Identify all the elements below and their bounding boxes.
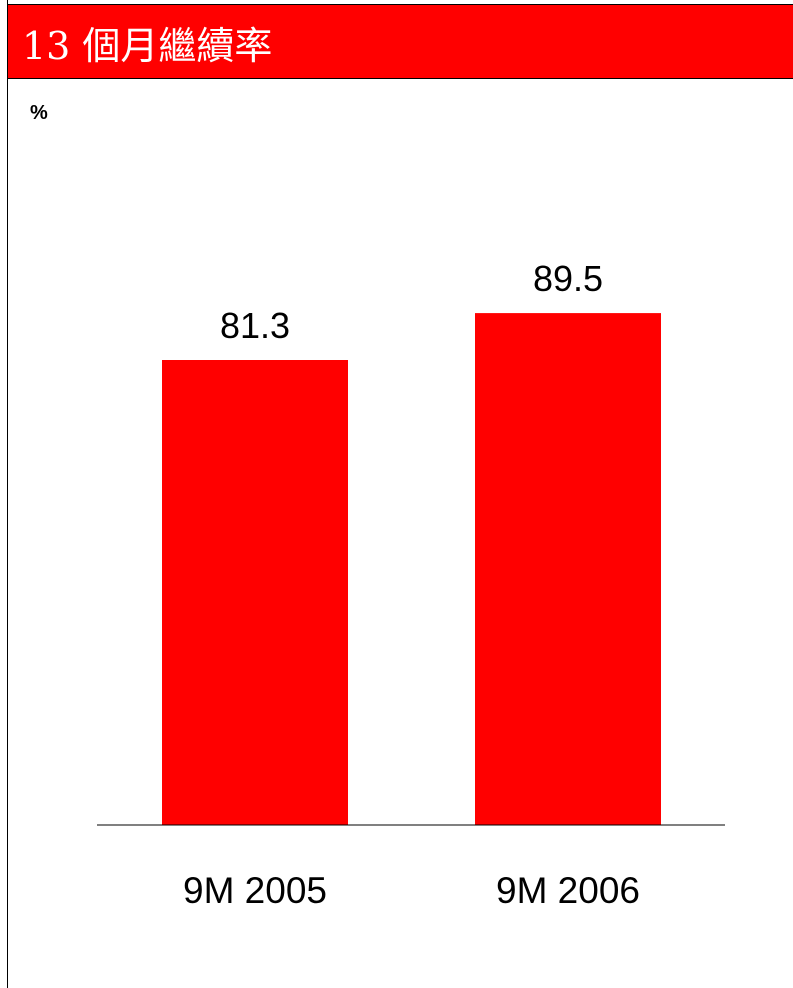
page-title: 13 個月繼續率 <box>22 24 273 68</box>
data-label-1: 89.5 <box>533 258 603 299</box>
category-label-0: 9M 2005 <box>183 870 327 911</box>
labels-layer: 81.3 9M 2005 89.5 9M 2006 <box>183 258 640 911</box>
bar-1 <box>475 313 661 825</box>
bars-layer <box>162 313 661 825</box>
title-bar: 13 個月繼續率 <box>8 4 793 79</box>
slide-left-border <box>7 0 8 988</box>
unit-label: % <box>30 102 48 124</box>
category-label-1: 9M 2006 <box>496 870 640 911</box>
bar-0 <box>162 360 348 825</box>
data-label-0: 81.3 <box>220 305 290 346</box>
